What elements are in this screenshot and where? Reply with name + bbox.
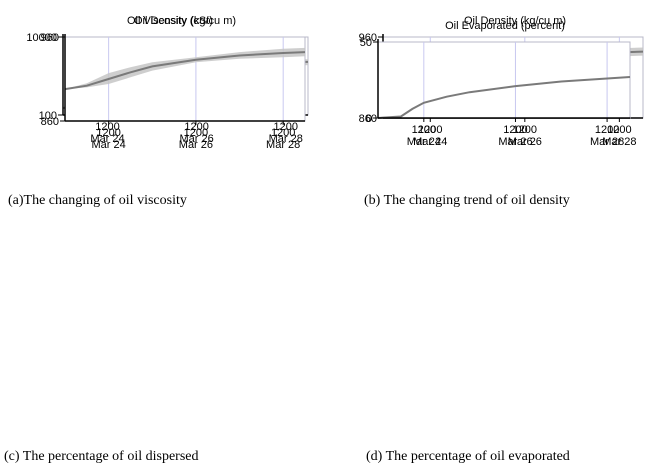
x-tick-time: 1200	[96, 127, 120, 139]
x-tick-date: Mar 26	[179, 139, 213, 151]
chart-title: Oil Viscosity (cSt)	[127, 15, 213, 27]
caption-b: (b) The changing trend of oil density	[364, 193, 570, 208]
x-tick-date: Mar 26	[508, 136, 542, 148]
x-tick-time: 1200	[412, 124, 436, 136]
x-tick-date: Mar 24	[90, 133, 124, 145]
x-tick-date: Mar 28	[266, 139, 300, 151]
y-tick-label: 10000	[26, 32, 57, 44]
x-tick-date: Mar 24	[92, 139, 126, 151]
x-tick-date: Mar 26	[498, 136, 532, 148]
x-tick-date: Mar 28	[590, 136, 624, 148]
chart-title: Oil Density (kg/cu m)	[134, 15, 236, 27]
series-line	[377, 76, 631, 119]
y-tick-label: 960	[41, 32, 59, 44]
chart-title: Oil Density (kg/cu m)	[464, 15, 566, 27]
x-tick-time: 1200	[513, 124, 537, 136]
series-line	[64, 51, 306, 91]
x-tick-time: 1200	[95, 121, 119, 133]
caption-a: (a)The changing of oil viscosity	[8, 193, 187, 208]
caption-d: (d) The percentage of oil evaporated	[366, 449, 570, 464]
y-tick-label: 860	[41, 116, 59, 128]
x-tick-date: Mar 26	[180, 133, 214, 145]
uncertainty-band	[65, 47, 305, 90]
x-tick-time: 1200	[271, 127, 295, 139]
y-tick-label: 960	[359, 32, 377, 44]
x-tick-time: 1200	[503, 124, 527, 136]
chart-title: Oil Evaporated (percent)	[445, 20, 565, 32]
y-tick-label: 100	[39, 110, 57, 122]
x-tick-time: 1200	[607, 124, 631, 136]
x-tick-time: 1200	[418, 124, 442, 136]
x-tick-date: Mar 24	[413, 136, 447, 148]
y-tick-label: 0	[366, 113, 372, 125]
x-tick-date: Mar 28	[602, 136, 636, 148]
caption-c: (c) The percentage of oil dispersed	[4, 449, 199, 464]
y-tick-label: 860	[359, 113, 377, 125]
y-tick-label: 50	[360, 37, 372, 49]
x-tick-time: 1200	[273, 121, 297, 133]
x-tick-time: 1200	[184, 127, 208, 139]
x-tick-time: 1200	[184, 121, 208, 133]
x-tick-date: Mar 24	[407, 136, 441, 148]
x-tick-time: 1200	[595, 124, 619, 136]
x-tick-date: Mar 28	[269, 133, 303, 145]
